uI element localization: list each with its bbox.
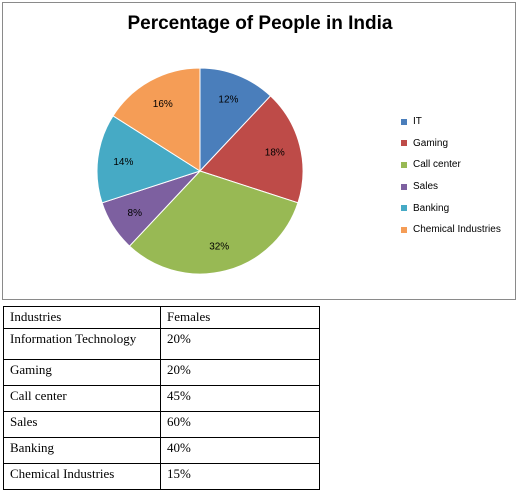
pie-slice-chemical-industries bbox=[112, 67, 201, 172]
table-row: Sales 60% bbox=[3, 411, 320, 438]
table-row: Information Technology 20% bbox=[3, 328, 320, 360]
table-row: Banking 40% bbox=[3, 437, 320, 464]
table-cell-females: 45% bbox=[160, 385, 320, 412]
legend-item-it: IT bbox=[401, 111, 501, 133]
pie-label-banking: 14% bbox=[113, 157, 133, 168]
pie-label-it: 12% bbox=[218, 95, 238, 106]
legend-item-banking: Banking bbox=[401, 197, 501, 219]
legend-item-gaming: Gaming bbox=[401, 133, 501, 155]
table-cell-industry: Banking bbox=[3, 437, 161, 464]
table-cell-industry: Gaming bbox=[3, 359, 161, 386]
legend-label: Gaming bbox=[413, 137, 449, 149]
table-cell-females: 15% bbox=[160, 463, 320, 490]
legend-item-sales: Sales bbox=[401, 176, 501, 198]
table-cell-females: 20% bbox=[160, 359, 320, 386]
table-body: Industries Females Information Technolog… bbox=[3, 306, 320, 490]
chart-frame: 12% 18% 32% 8% 14% 16% Percentage of People i… bbox=[2, 2, 516, 300]
table-cell-females: 60% bbox=[160, 411, 320, 438]
table-cell-industry: Sales bbox=[3, 411, 161, 438]
legend-label: Sales bbox=[413, 181, 439, 193]
legend-label: IT bbox=[413, 116, 422, 128]
pie-label-call-center: 32% bbox=[209, 241, 229, 252]
legend-label: Call center bbox=[413, 159, 461, 171]
legend-label: Chemical Industries bbox=[413, 224, 501, 236]
legend-swatch bbox=[401, 140, 407, 147]
table-cell-industry: Chemical Industries bbox=[3, 463, 161, 490]
table-row: Gaming 20% bbox=[3, 359, 320, 386]
legend-swatch bbox=[401, 161, 407, 168]
table-cell-industry: Information Technology bbox=[3, 328, 161, 360]
table-cell-females: 20% bbox=[160, 328, 320, 360]
pie-slice-it bbox=[199, 67, 272, 173]
table-cell-females: 40% bbox=[160, 437, 320, 464]
table-row: Call center 45% bbox=[3, 385, 320, 412]
table-header-females: Females bbox=[160, 306, 320, 329]
data-table: Industries Females Information Technolog… bbox=[3, 306, 320, 490]
table-cell-industry: Call center bbox=[3, 385, 161, 412]
legend-swatch bbox=[401, 205, 407, 212]
legend: IT Gaming Call center Sales Banking Chemical … bbox=[401, 111, 501, 241]
legend-swatch bbox=[401, 118, 407, 125]
legend-item-chemical-industries: Chemical Industries bbox=[401, 219, 501, 241]
pie-slice-gaming bbox=[199, 95, 304, 204]
legend-item-call-center: Call center bbox=[401, 154, 501, 176]
pie-slice-call-center bbox=[128, 170, 299, 275]
pie-label-gaming: 18% bbox=[265, 147, 285, 158]
pie-label-chemical-industries: 16% bbox=[153, 99, 173, 110]
legend-swatch bbox=[401, 183, 407, 190]
table-header-industries: Industries bbox=[3, 306, 161, 329]
table-header-row: Industries Females bbox=[3, 306, 320, 329]
pie-label-sales: 8% bbox=[128, 208, 143, 219]
legend-swatch bbox=[401, 226, 407, 233]
pie-slice-banking bbox=[96, 115, 202, 204]
legend-label: Banking bbox=[413, 202, 450, 214]
table-row: Chemical Industries 15% bbox=[3, 463, 320, 490]
chart-title: Percentage of People in India bbox=[127, 13, 393, 34]
pie-chart: 12% 18% 32% 8% 14% 16% bbox=[96, 67, 304, 275]
